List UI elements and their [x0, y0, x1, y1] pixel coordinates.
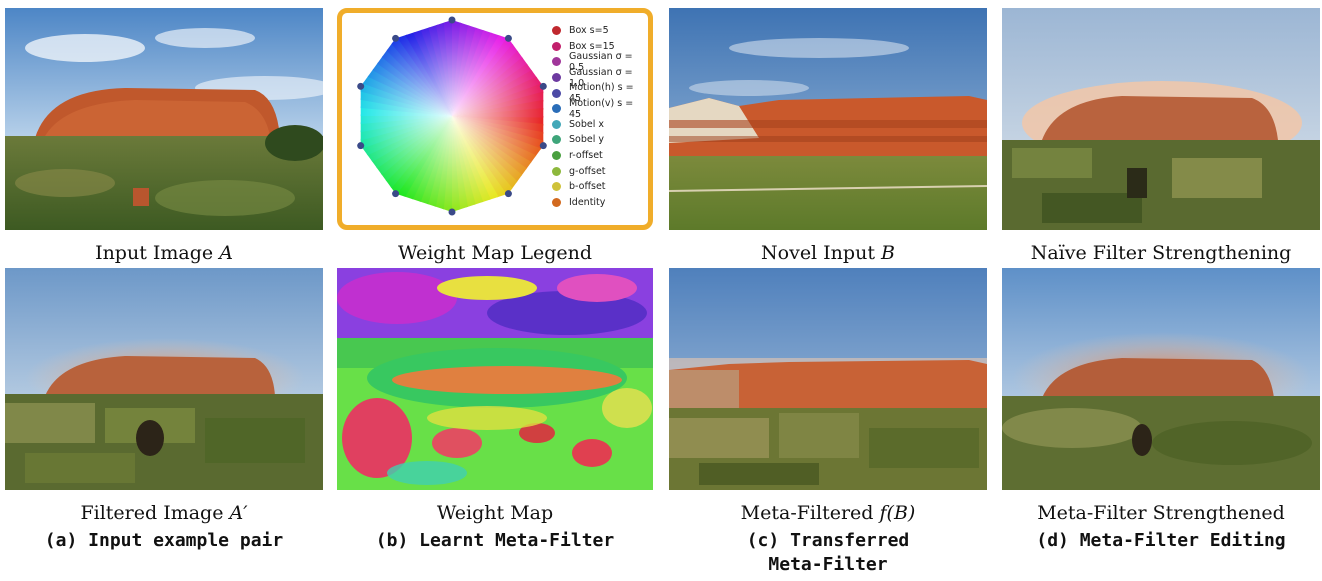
- legend-color-dot: [552, 119, 561, 129]
- legend-item-label: Box s=5: [569, 25, 609, 37]
- legend-color-dot: [552, 88, 561, 98]
- legend-item-label: Box s=15: [569, 40, 615, 52]
- caption-filtered-image: Filtered Image A′: [80, 502, 248, 524]
- wheel-vertex-dot: [357, 82, 365, 90]
- legend-item-label: Motion(h) s = 45: [569, 82, 634, 105]
- legend-item: Gaussian σ = 1.0: [552, 66, 648, 89]
- wheel-vertex-dot: [539, 82, 547, 90]
- legend-item: Motion(h) s = 45: [552, 82, 648, 105]
- wheel-vertex-dot: [504, 34, 512, 42]
- wheel-vertex-dot: [504, 190, 512, 198]
- naive-strengthening-photo: [1002, 8, 1320, 230]
- legend-item: g-offset: [552, 163, 648, 179]
- legend-item-label: Motion(v) s = 45: [569, 97, 634, 120]
- legend-item: Identity: [552, 195, 648, 211]
- legend-color-dot: [552, 104, 561, 114]
- legend-item-label: Gaussian σ = 0.5: [569, 50, 633, 73]
- filtered-image-photo: [5, 268, 323, 490]
- caption-legend: Weight Map Legend: [397, 242, 593, 264]
- weight-map-image: [337, 268, 653, 490]
- wheel-vertex-dot: [357, 142, 365, 150]
- legend-item: b-offset: [552, 179, 648, 195]
- subcaption-b: (b) Learnt Meta-Filter: [375, 530, 615, 551]
- legend-item-label: b-offset: [569, 181, 606, 193]
- wheel-vertex-dot: [448, 208, 456, 216]
- legend-item: Gaussian σ = 0.5: [552, 50, 648, 73]
- legend-color-dot: [552, 135, 561, 145]
- legend-item-label: Sobel x: [569, 118, 604, 130]
- novel-input-photo: [669, 8, 987, 230]
- legend-list: Box s=5 Box s=15 Gaussian σ = 0.5 Gaussian …: [552, 23, 648, 210]
- legend-item: r-offset: [552, 148, 648, 164]
- caption-weight-map: Weight Map: [436, 502, 554, 524]
- legend-item: Sobel y: [552, 132, 648, 148]
- legend-color-dot: [552, 26, 561, 36]
- legend-item-label: Sobel y: [569, 134, 604, 146]
- meta-filtered-photo: [669, 268, 987, 490]
- caption-input-image: Input Image A: [95, 242, 233, 264]
- legend-item: Sobel x: [552, 117, 648, 133]
- legend-item-label: r-offset: [569, 150, 603, 162]
- legend-color-dot: [552, 151, 561, 161]
- legend-item: Motion(v) s = 45: [552, 97, 648, 120]
- wheel-vertex-dot: [392, 34, 400, 42]
- legend-color-dot: [552, 41, 561, 51]
- legend-item: Box s=15: [552, 39, 648, 55]
- caption-strengthened: Meta-Filter Strengthened: [1037, 502, 1285, 524]
- input-image-photo: [5, 8, 323, 230]
- caption-novel-input: Novel Input B: [761, 242, 895, 264]
- subcaption-d: (d) Meta-Filter Editing: [1036, 530, 1286, 551]
- subcaption-c: (c) Transferred Meta-Filter: [746, 530, 910, 575]
- legend-color-dot: [552, 57, 561, 67]
- caption-meta-filtered: Meta-Filtered f(B): [740, 502, 916, 524]
- caption-naive: Naïve Filter Strengthening: [1030, 242, 1292, 264]
- legend-item-label: Identity: [569, 196, 606, 208]
- wheel-vertex-dot: [539, 142, 547, 150]
- legend-item-label: Gaussian σ = 1.0: [569, 66, 633, 89]
- wheel-vertex-dot: [448, 16, 456, 24]
- legend-color-dot: [552, 197, 561, 207]
- weight-map-legend: Box s=5 Box s=15 Gaussian σ = 0.5 Gaussian …: [337, 8, 653, 230]
- wheel-vertex-dot: [392, 190, 400, 198]
- legend-color-dot: [552, 166, 561, 176]
- meta-filter-strengthened-photo: [1002, 268, 1320, 490]
- subcaption-a: (a) Input example pair: [44, 530, 284, 551]
- legend-color-dot: [552, 73, 561, 83]
- legend-color-dot: [552, 182, 561, 192]
- legend-item-label: g-offset: [569, 165, 606, 177]
- legend-item: Box s=5: [552, 23, 648, 39]
